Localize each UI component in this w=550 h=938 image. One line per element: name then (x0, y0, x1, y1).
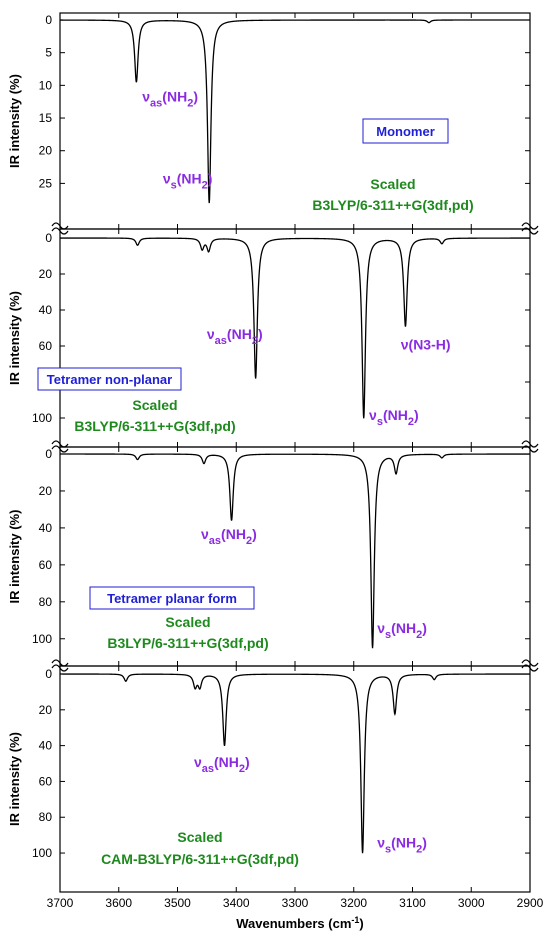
peak-annotation: νas(NH2) (194, 754, 250, 775)
axis-break-mark (521, 227, 539, 235)
x-tick-label: 3000 (458, 896, 485, 910)
method-label: B3LYP/6-311++G(3df,pd) (312, 197, 473, 213)
y-tick-label: 20 (39, 144, 53, 158)
spectrum-line (60, 19, 530, 204)
panel-monomer: 0 5 10 15 20 25 IR intensity (%) νas(NH2) νs(NH2… (7, 12, 531, 230)
x-tick-label: 3400 (223, 896, 250, 910)
peak-annotation: ν(N3-H) (401, 337, 451, 353)
method-label: CAM-B3LYP/6-311++G(3df,pd) (101, 851, 299, 867)
peak-annotation: νas(NH2) (207, 326, 263, 347)
method-label: Scaled (177, 829, 222, 845)
y-tick-label: 20 (39, 484, 53, 498)
panel-frame (59, 446, 531, 667)
axis-break-mark (521, 222, 539, 230)
method-label: Scaled (370, 176, 415, 192)
axis-break-mark (51, 664, 69, 672)
x-tick-label: 2900 (517, 896, 544, 910)
peak-annotation: νs(NH2) (369, 407, 419, 428)
peak-annotation: νs(NH2) (163, 170, 213, 191)
y-tick-label: 5 (45, 46, 52, 60)
x-tick-label: 3300 (282, 896, 309, 910)
method-label: Scaled (165, 614, 210, 630)
axis-break-mark (521, 440, 539, 448)
panel-tetramer-planar: 0 20 40 60 80 100 IR intensity (%) νas(NH2) νs(N… (7, 440, 539, 667)
spectrum-line (60, 237, 530, 419)
y-tick-label: 20 (39, 267, 53, 281)
spectrum-line (60, 673, 530, 854)
y-tick-label: 40 (39, 521, 53, 535)
axis-break-mark (51, 445, 69, 453)
x-tick-label: 3500 (164, 896, 191, 910)
y-tick-label: 0 (45, 231, 52, 245)
y-tick-label: 25 (39, 176, 53, 190)
y-tick-label: 100 (32, 411, 52, 425)
peak-annotation: νs(NH2) (377, 835, 427, 856)
x-tick-label: 3600 (105, 896, 132, 910)
axis-break-mark (51, 222, 69, 230)
y-tick-label: 0 (45, 667, 52, 681)
method-label: Scaled (132, 397, 177, 413)
axis-break-mark (51, 659, 69, 667)
panel-label: Monomer (376, 124, 435, 139)
panel-frame (59, 228, 531, 448)
peak-annotation: νs(NH2) (377, 620, 427, 641)
spectrum-line (60, 453, 530, 649)
method-label: B3LYP/6-311++G(3df,pd) (74, 418, 235, 434)
method-label: B3LYP/6-311++G(3df,pd) (107, 635, 268, 651)
y-tick-label: 20 (39, 703, 53, 717)
y-axis-title: IR intensity (%) (7, 510, 22, 604)
panel-label-box (37, 367, 182, 391)
y-tick-label: 100 (32, 846, 52, 860)
axis-break-mark (51, 227, 69, 235)
peak-annotation: νas(NH2) (201, 526, 257, 547)
axis-break-mark (521, 659, 539, 667)
axis-break-mark (521, 445, 539, 453)
y-tick-label: 60 (39, 339, 53, 353)
panel-label-box (362, 118, 449, 144)
y-tick-label: 0 (45, 13, 52, 27)
y-tick-label: 0 (45, 447, 52, 461)
y-tick-label: 60 (39, 774, 53, 788)
axis-break-mark (521, 664, 539, 672)
panel-label: Tetramer planar form (107, 591, 237, 606)
panel-cam-b3lyp: 0 20 40 60 80 100 IR intensity (%) νas(NH2) νs(N… (7, 659, 544, 910)
y-tick-label: 15 (39, 111, 53, 125)
y-tick-label: 80 (39, 595, 53, 609)
y-axis-title: IR intensity (%) (7, 74, 22, 168)
y-tick-label: 60 (39, 558, 53, 572)
x-tick-label: 3200 (340, 896, 367, 910)
axis-break-mark (51, 440, 69, 448)
y-axis-title: IR intensity (%) (7, 732, 22, 826)
y-tick-label: 40 (39, 739, 53, 753)
x-tick-label: 3100 (399, 896, 426, 910)
y-axis-title: IR intensity (%) (7, 291, 22, 385)
panel-label: Tetramer non-planar (47, 372, 172, 387)
y-tick-label: 100 (32, 632, 52, 646)
peak-annotation: νas(NH2) (142, 89, 198, 110)
y-tick-label: 80 (39, 810, 53, 824)
y-tick-label: 10 (39, 78, 53, 92)
panel-label-box (89, 586, 255, 610)
x-tick-label: 3700 (47, 896, 74, 910)
y-tick-label: 40 (39, 303, 53, 317)
x-axis-title: Wavenumbers (cm-1) (236, 915, 363, 931)
